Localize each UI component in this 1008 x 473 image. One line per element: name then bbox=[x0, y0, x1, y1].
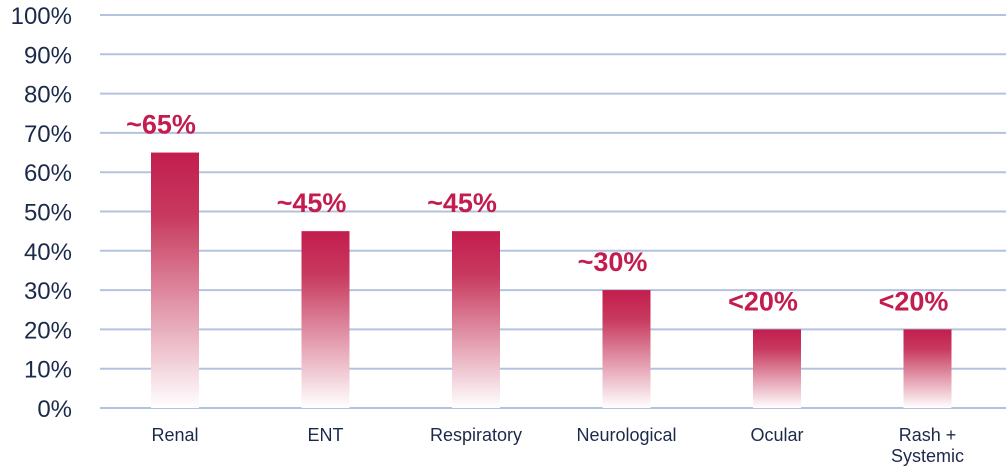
gridlines bbox=[100, 14, 1006, 409]
x-tick-label: Rash + Systemic bbox=[891, 425, 964, 466]
y-tick-label: 70% bbox=[24, 121, 72, 148]
data-labels: ~65% ~45% ~45% ~30% <20% <20% bbox=[126, 110, 948, 317]
x-tick-label: Respiratory bbox=[430, 425, 522, 445]
bars bbox=[151, 152, 952, 408]
y-tick-label: 40% bbox=[24, 239, 72, 266]
y-tick-label: 20% bbox=[24, 317, 72, 344]
bar bbox=[753, 329, 801, 408]
y-tick-label: 100% bbox=[11, 3, 72, 30]
x-tick-label: Neurological bbox=[576, 425, 676, 445]
y-tick-label: 0% bbox=[37, 396, 72, 423]
y-tick-label: 90% bbox=[24, 42, 72, 69]
x-tick-label-line: Respiratory bbox=[430, 425, 522, 445]
data-label: ~65% bbox=[126, 110, 196, 140]
data-label: ~45% bbox=[427, 188, 497, 218]
x-tick-label-line: Systemic bbox=[891, 446, 964, 466]
x-tick-label: Renal bbox=[151, 425, 198, 445]
y-tick-label: 60% bbox=[24, 160, 72, 187]
x-tick-label-line: ENT bbox=[308, 425, 344, 445]
x-tick-label-line: Renal bbox=[151, 425, 198, 445]
bar bbox=[151, 152, 199, 408]
bar bbox=[602, 290, 651, 408]
data-label: <20% bbox=[728, 286, 798, 316]
y-tick-label: 30% bbox=[24, 278, 72, 305]
bar bbox=[301, 231, 350, 408]
x-tick-label: Ocular bbox=[750, 425, 803, 445]
y-tick-label: 10% bbox=[24, 357, 72, 384]
x-tick-label-line: Rash + bbox=[899, 425, 957, 445]
data-label: <20% bbox=[879, 286, 949, 316]
x-axis-ticks: Renal ENT Respiratory Neurological Ocular Ras… bbox=[151, 425, 964, 466]
y-tick-label: 50% bbox=[24, 200, 72, 227]
y-axis-ticks: 0% 10% 20% 30% 40% 50% 60% 70% 80% 90% 100% bbox=[11, 3, 72, 423]
bar bbox=[452, 231, 500, 408]
data-label: ~45% bbox=[277, 188, 347, 218]
x-tick-label: ENT bbox=[308, 425, 344, 445]
x-tick-label-line: Ocular bbox=[750, 425, 803, 445]
y-tick-label: 80% bbox=[24, 82, 72, 109]
data-label: ~30% bbox=[578, 247, 648, 277]
x-tick-label-line: Neurological bbox=[576, 425, 676, 445]
bar bbox=[903, 329, 952, 408]
